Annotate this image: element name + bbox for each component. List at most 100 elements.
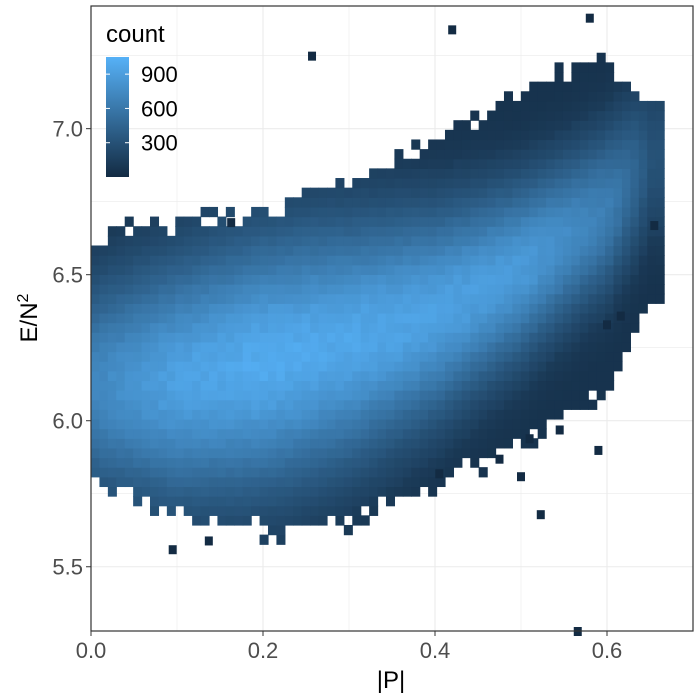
heatmap-cell bbox=[470, 332, 480, 343]
heatmap-cell bbox=[554, 264, 564, 275]
heatmap-cell bbox=[613, 351, 623, 362]
heatmap-cell bbox=[225, 418, 235, 430]
heatmap-cell bbox=[529, 226, 539, 237]
heatmap-cell bbox=[419, 370, 429, 382]
heatmap-cell bbox=[461, 332, 471, 343]
heatmap-cell bbox=[133, 226, 143, 237]
heatmap-cell bbox=[91, 284, 101, 295]
heatmap-cell bbox=[428, 293, 438, 304]
heatmap-cell bbox=[588, 139, 598, 150]
heatmap-cell bbox=[520, 139, 530, 150]
heatmap-cell bbox=[369, 457, 379, 468]
heatmap-cell bbox=[588, 380, 598, 391]
heatmap-cell bbox=[141, 341, 151, 353]
heatmap-cell bbox=[579, 322, 589, 333]
heatmap-cell bbox=[284, 226, 294, 237]
heatmap-cell bbox=[293, 255, 303, 266]
heatmap-cell bbox=[546, 187, 556, 198]
heatmap-cell bbox=[369, 206, 379, 218]
heatmap-cell bbox=[267, 341, 278, 353]
heatmap-cell bbox=[208, 332, 219, 343]
heatmap-cell bbox=[133, 380, 143, 391]
heatmap-cell bbox=[225, 428, 235, 439]
heatmap-cell bbox=[293, 390, 303, 401]
heatmap-cell bbox=[116, 293, 126, 304]
heatmap-cell bbox=[242, 293, 252, 304]
heatmap-cell bbox=[124, 447, 134, 459]
heatmap-cell bbox=[436, 390, 446, 401]
heatmap-cell bbox=[208, 409, 219, 420]
heatmap-cell bbox=[554, 62, 564, 73]
heatmap-cell bbox=[537, 303, 547, 314]
heatmap-cell bbox=[234, 341, 244, 353]
heatmap-cell bbox=[529, 158, 539, 169]
heatmap-cell bbox=[411, 390, 421, 401]
heatmap-cell bbox=[596, 62, 606, 73]
heatmap-cell bbox=[512, 226, 522, 237]
heatmap-cell bbox=[116, 322, 126, 333]
heatmap-cell bbox=[360, 264, 370, 275]
heatmap-cell bbox=[200, 206, 210, 218]
heatmap-cell bbox=[251, 399, 261, 410]
heatmap-cell bbox=[588, 293, 598, 304]
heatmap-cell bbox=[520, 216, 530, 227]
heatmap-cell bbox=[495, 303, 505, 314]
heatmap-cell bbox=[605, 139, 615, 150]
heatmap-cell bbox=[200, 245, 210, 256]
heatmap-cell bbox=[166, 245, 176, 256]
heatmap-cell bbox=[141, 486, 151, 497]
heatmap-cell bbox=[377, 274, 387, 285]
heatmap-cell bbox=[369, 447, 379, 459]
heatmap-cell bbox=[276, 409, 286, 420]
heatmap-cell bbox=[529, 332, 539, 343]
heatmap-cell bbox=[310, 390, 320, 401]
heatmap-cell bbox=[621, 303, 631, 314]
heatmap-cell bbox=[192, 264, 202, 275]
heatmap-cell bbox=[588, 235, 598, 247]
heatmap-cell bbox=[394, 264, 404, 275]
heatmap-cell bbox=[495, 120, 505, 131]
heatmap-cell bbox=[175, 284, 185, 295]
heatmap-cell bbox=[116, 467, 126, 478]
heatmap-cell bbox=[225, 235, 235, 247]
heatmap-cell bbox=[596, 235, 606, 247]
heatmap-cell bbox=[546, 322, 556, 333]
heatmap-cell bbox=[318, 332, 328, 343]
heatmap-cell bbox=[225, 486, 235, 497]
heatmap-cell bbox=[630, 158, 640, 169]
heatmap-cell bbox=[478, 187, 488, 198]
heatmap-cell bbox=[150, 216, 160, 227]
heatmap-cell bbox=[133, 476, 143, 488]
heatmap-cell bbox=[310, 409, 320, 420]
heatmap-cell bbox=[107, 457, 117, 468]
heatmap-cell bbox=[284, 341, 294, 353]
heatmap-cell bbox=[166, 235, 176, 247]
heatmap-cell bbox=[428, 178, 438, 189]
heatmap-cell bbox=[613, 274, 623, 285]
heatmap-cell bbox=[276, 380, 286, 391]
heatmap-cell bbox=[124, 409, 134, 420]
x-tick-label: 0.2 bbox=[248, 638, 279, 663]
heatmap-cell bbox=[503, 226, 513, 237]
heatmap-cell bbox=[470, 187, 480, 198]
heatmap-cell bbox=[369, 293, 379, 304]
heatmap-cell bbox=[343, 351, 353, 362]
heatmap-cell bbox=[394, 476, 404, 488]
heatmap-cell bbox=[175, 496, 185, 507]
heatmap-cell bbox=[453, 120, 463, 131]
heatmap-cell bbox=[301, 264, 311, 275]
heatmap-cell bbox=[175, 264, 185, 275]
heatmap-cell bbox=[630, 178, 640, 189]
heatmap-cell bbox=[428, 149, 438, 160]
heatmap-cell bbox=[470, 129, 480, 141]
heatmap-cell bbox=[276, 399, 286, 410]
heatmap-cell bbox=[444, 351, 455, 362]
heatmap-cell bbox=[520, 110, 530, 121]
heatmap-cell bbox=[436, 139, 446, 150]
heatmap-cell bbox=[284, 447, 294, 459]
heatmap-cell bbox=[192, 447, 202, 459]
heatmap-cell bbox=[124, 274, 134, 285]
heatmap-cell bbox=[503, 284, 513, 295]
heatmap-cell bbox=[301, 293, 311, 304]
heatmap-cell bbox=[150, 341, 160, 353]
